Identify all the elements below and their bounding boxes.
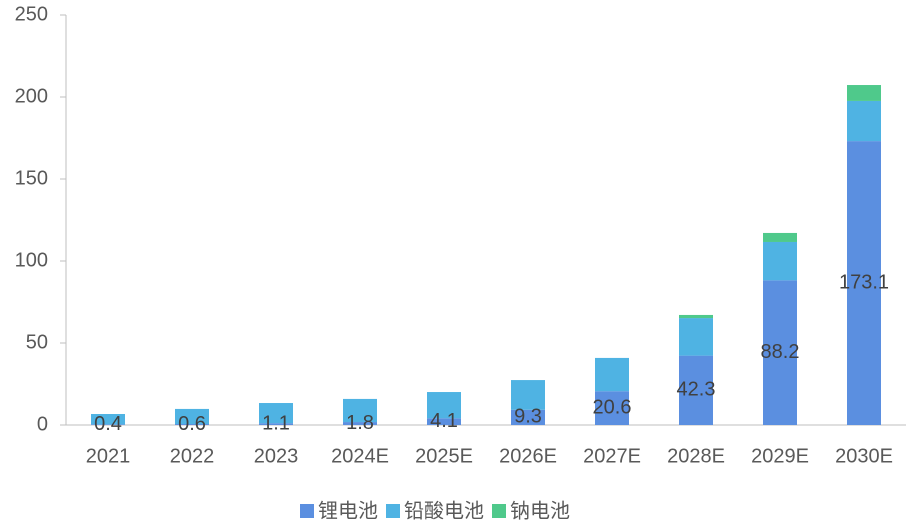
bar-segment bbox=[595, 391, 629, 425]
y-tick-label: 0 bbox=[37, 413, 48, 435]
bar-segment bbox=[511, 380, 545, 410]
value-label: 4.1 bbox=[430, 410, 458, 432]
bar-segment bbox=[595, 357, 629, 392]
x-tick-label: 2022 bbox=[170, 445, 215, 467]
bar-segment bbox=[679, 318, 713, 356]
value-label: 88.2 bbox=[761, 341, 800, 363]
bar-segment bbox=[343, 398, 377, 423]
value-label: 9.3 bbox=[514, 406, 542, 428]
legend-swatch bbox=[386, 504, 400, 518]
value-label: 173.1 bbox=[839, 271, 889, 293]
legend-swatch bbox=[492, 504, 506, 518]
y-tick-label: 200 bbox=[15, 85, 48, 107]
bar-segment bbox=[511, 409, 545, 425]
bar-segment bbox=[679, 355, 713, 425]
value-label: 20.6 bbox=[593, 396, 632, 418]
x-tick-label: 2021 bbox=[86, 445, 131, 467]
bar-segment bbox=[343, 422, 377, 425]
bar-segment bbox=[175, 408, 209, 425]
x-tick-label: 2026E bbox=[499, 445, 557, 467]
bar-segment bbox=[91, 424, 125, 425]
value-label: 1.1 bbox=[262, 412, 290, 434]
bar-segment bbox=[763, 241, 797, 281]
x-tick-label: 2030E bbox=[835, 445, 893, 467]
y-tick-label: 250 bbox=[15, 3, 48, 25]
legend-label: 锂电池 bbox=[318, 499, 378, 522]
bar-segment bbox=[679, 314, 713, 319]
bar-segment bbox=[763, 280, 797, 425]
value-label: 42.3 bbox=[677, 379, 716, 401]
x-tick-label: 2023 bbox=[254, 445, 299, 467]
x-tick-label: 2028E bbox=[667, 445, 725, 467]
x-tick-label: 2027E bbox=[583, 445, 641, 467]
x-tick-label: 2025E bbox=[415, 445, 473, 467]
y-tick-label: 100 bbox=[15, 249, 48, 271]
legend-swatch bbox=[300, 504, 314, 518]
value-label: 1.8 bbox=[346, 412, 374, 434]
bar-segment bbox=[847, 100, 881, 142]
legend-label: 钠电池 bbox=[510, 499, 570, 522]
bar-segment bbox=[847, 141, 881, 425]
value-label: 0.4 bbox=[94, 413, 122, 435]
y-tick-label: 150 bbox=[15, 167, 48, 189]
y-tick-label: 50 bbox=[26, 331, 48, 353]
bar-segment bbox=[259, 423, 293, 425]
bar-segment bbox=[427, 392, 461, 419]
x-tick-label: 2029E bbox=[751, 445, 809, 467]
bar-segment bbox=[847, 85, 881, 101]
bar-segment bbox=[91, 414, 125, 425]
bar-segment bbox=[763, 232, 797, 242]
value-label: 0.6 bbox=[178, 413, 206, 435]
bar-segment bbox=[259, 403, 293, 424]
legend-label: 铅酸电池 bbox=[404, 499, 484, 522]
bar-segment bbox=[175, 424, 209, 425]
x-tick-label: 2024E bbox=[331, 445, 389, 467]
bar-segment bbox=[427, 418, 461, 425]
